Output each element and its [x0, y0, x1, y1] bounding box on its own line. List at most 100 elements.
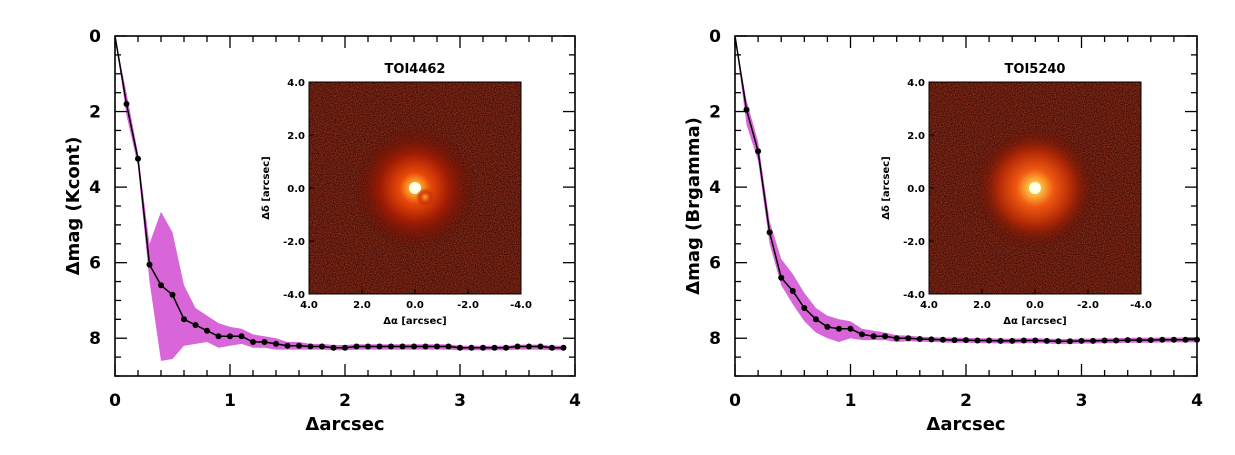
inset-y-tick-label: 0.0	[287, 184, 305, 195]
data-point	[997, 337, 1004, 344]
data-point	[146, 261, 153, 268]
data-point	[812, 316, 819, 323]
data-point	[905, 335, 912, 342]
data-point	[480, 344, 486, 351]
data-point	[238, 333, 245, 340]
x-tick-label: 3	[1076, 391, 1088, 411]
y-tick-label: 6	[89, 254, 101, 274]
data-point	[192, 322, 199, 328]
data-point	[491, 344, 498, 351]
data-point	[158, 282, 164, 289]
data-point	[859, 331, 865, 338]
inset-y-axis-label: Δδ [arcsec]	[261, 156, 272, 220]
x-tick-label: 2	[960, 391, 972, 411]
data-point	[1101, 337, 1108, 344]
data-point	[215, 333, 222, 340]
data-point	[870, 333, 877, 340]
y-tick-label: 0	[709, 27, 721, 47]
x-tick-label: 0	[109, 391, 121, 411]
inset-x-tick-label: 0.0	[406, 300, 424, 311]
data-point	[365, 343, 371, 350]
inset-x-tick-label: 2.0	[973, 300, 991, 311]
data-point	[824, 323, 831, 330]
data-point	[789, 288, 796, 294]
y-tick-label: 4	[89, 178, 101, 198]
y-tick-label: 2	[89, 103, 101, 123]
inset-x-tick-label: -4.0	[510, 300, 532, 311]
inset-title: TOI5240	[1005, 62, 1066, 77]
data-point	[755, 148, 762, 155]
data-point	[422, 343, 429, 350]
contrast-band	[115, 36, 564, 361]
data-point	[353, 343, 360, 350]
data-point	[1124, 337, 1131, 344]
data-point	[778, 274, 785, 281]
data-point	[916, 336, 923, 342]
data-point	[434, 343, 440, 350]
data-point	[526, 343, 532, 350]
y-tick-label: 8	[89, 329, 101, 349]
data-point	[537, 343, 544, 350]
data-point	[1170, 336, 1177, 343]
data-point	[1113, 337, 1120, 344]
data-point	[1136, 337, 1143, 344]
y-axis-label: Δmag (Kcont)	[63, 137, 84, 276]
data-point	[376, 343, 383, 350]
data-point	[939, 336, 946, 343]
data-point	[560, 344, 567, 351]
data-point	[1078, 337, 1085, 344]
x-tick-label: 1	[845, 391, 857, 411]
data-point	[307, 343, 314, 350]
inset-y-tick-label: 2.0	[287, 131, 305, 142]
data-point	[1009, 337, 1016, 344]
data-point	[1043, 337, 1050, 344]
contrast-curve	[114, 35, 564, 349]
data-point	[399, 343, 406, 350]
data-point	[801, 305, 808, 311]
inset-image-panel: 4.0 2.0 0.0 -2.0 -4.04.02.00.0-2.0-4.0TOI524…	[881, 62, 1152, 327]
data-point	[468, 344, 475, 351]
chart-panel-2: 0 1 2 3 4 0 2 4 6 8 Δarcsec Δmag (Brgamma) 4.0 2.0 0.0…	[683, 27, 1203, 435]
data-point	[261, 339, 268, 345]
y-tick-label: 2	[709, 103, 721, 123]
data-point	[893, 335, 900, 342]
data-point	[411, 343, 417, 350]
data-point	[986, 337, 993, 344]
companion-source	[416, 188, 434, 206]
inset-y-tick-label: -2.0	[283, 237, 305, 248]
data-point	[1020, 337, 1027, 344]
inset-y-tick-label: 2.0	[907, 131, 925, 142]
data-point	[928, 336, 935, 343]
inset-y-tick-label: -4.0	[283, 290, 305, 301]
data-point	[169, 291, 176, 298]
data-point	[963, 337, 969, 344]
inset-y-tick-label: -4.0	[903, 290, 925, 301]
data-point	[951, 337, 958, 344]
inset-x-axis-label: Δα [arcsec]	[1003, 316, 1067, 327]
data-point	[549, 344, 555, 351]
x-tick-label: 4	[1191, 391, 1203, 411]
y-axis-label: Δmag (Brgamma)	[683, 117, 704, 295]
data-point	[181, 316, 187, 323]
data-point	[974, 337, 981, 344]
inset-x-tick-label: 4.0	[920, 300, 938, 311]
inset-y-tick-label: 0.0	[907, 184, 925, 195]
x-axis-label: Δarcsec	[926, 414, 1005, 435]
star-core	[409, 182, 421, 194]
data-point	[319, 343, 325, 350]
inset-y-axis-label: Δδ [arcsec]	[881, 156, 892, 220]
data-point	[457, 344, 463, 351]
inset-image-panel: 4.0 2.0 0.0 -2.0 -4.04.02.00.0-2.0-4.0TOI446…	[261, 62, 532, 327]
data-point	[1032, 337, 1039, 344]
inset-y-tick-label: 4.0	[907, 78, 925, 89]
data-point	[503, 344, 509, 351]
data-point	[273, 340, 279, 347]
y-tick-label: 4	[709, 178, 721, 198]
inset-x-tick-label: 0.0	[1026, 300, 1044, 311]
inset-x-tick-label: 4.0	[300, 300, 318, 311]
data-point	[204, 327, 210, 334]
x-tick-label: 4	[569, 391, 581, 411]
inset-title: TOI4462	[385, 62, 446, 77]
x-tick-label: 3	[454, 391, 466, 411]
